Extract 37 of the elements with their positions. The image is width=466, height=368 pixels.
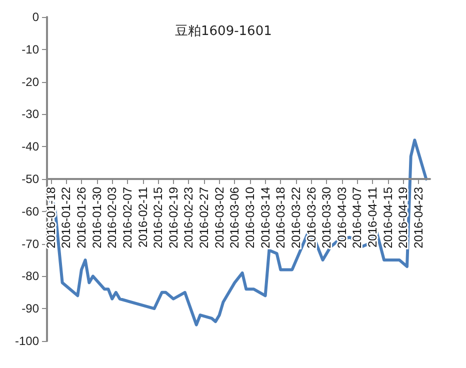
x-tick-label: 2016-04-11 xyxy=(366,186,380,248)
x-tick-label: 2016-04-23 xyxy=(412,186,426,248)
text: 豆粕1609-1601 xyxy=(175,24,272,39)
y-tick-label: -10 xyxy=(22,42,40,56)
x-tick-label: 2016-04-19 xyxy=(396,186,410,248)
y-tick-label: -60 xyxy=(22,204,40,218)
y-tick-label: -40 xyxy=(22,140,40,154)
x-tick-label: 2016-02-11 xyxy=(136,186,150,248)
x-tick-label: 2016-03-14 xyxy=(258,186,272,248)
x-tick-label: 2016-03-26 xyxy=(304,186,318,248)
x-tick-label: 2016-02-03 xyxy=(105,186,120,248)
x-tick-label: 2016-01-22 xyxy=(59,186,74,248)
x-tick-label: 2016-03-22 xyxy=(288,186,303,248)
x-tick-label: 2016-01-18 xyxy=(44,186,58,248)
x-tick-label: 2016-03-30 xyxy=(320,186,334,248)
x-tick-label: 2016-02-15 xyxy=(151,186,166,248)
x-tick-label: 2016-04-07 xyxy=(350,186,364,248)
x-tick-label: 2016-03-06 xyxy=(228,186,242,248)
x-tick-label: 2016-02-19 xyxy=(166,186,180,248)
y-tick-label: -50 xyxy=(22,172,40,186)
x-tick-label: 2016-03-18 xyxy=(274,186,288,248)
y-tick-label: -90 xyxy=(22,302,40,316)
x-tick-label: 2016-04-03 xyxy=(334,186,349,248)
x-tick-label: 2016-02-27 xyxy=(197,186,212,248)
x-tick-label: 2016-01-26 xyxy=(74,186,88,248)
y-tick-label: -100 xyxy=(14,334,40,348)
x-tick-label: 2016-01-30 xyxy=(90,186,104,248)
y-tick-label: -30 xyxy=(22,107,40,122)
x-tick-label: 2016-02-23 xyxy=(182,186,196,248)
y-tick-label: -70 xyxy=(22,236,40,251)
y-tick-label: 0 xyxy=(32,10,40,24)
x-tick-label: 2016-02-07 xyxy=(120,186,134,248)
y-tick-label: -80 xyxy=(22,269,40,284)
y-tick-label: -20 xyxy=(22,74,40,89)
x-tick-label: 2016-03-10 xyxy=(242,186,257,248)
x-tick-label: 2016-03-02 xyxy=(212,186,226,248)
x-tick-label: 2016-04-15 xyxy=(380,186,395,248)
